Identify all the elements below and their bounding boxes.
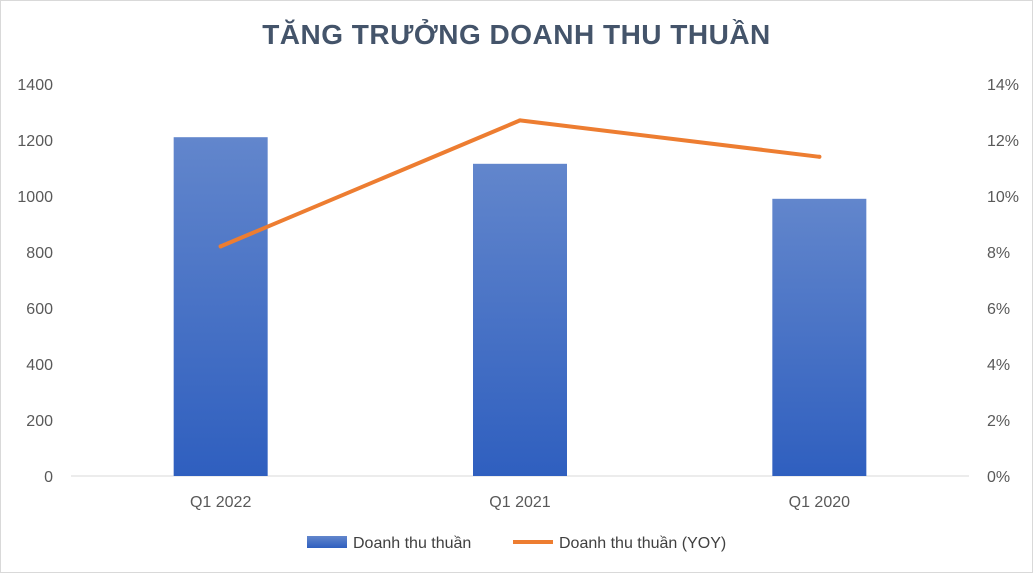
y-right-tick-label: 10% — [987, 189, 1019, 206]
legend-bar-swatch — [307, 536, 347, 548]
line-point — [218, 244, 223, 249]
y-right-tick-label: 6% — [987, 301, 1010, 318]
legend-line-label: Doanh thu thuần (YOY) — [559, 535, 726, 552]
y-right-tick-label: 12% — [987, 133, 1019, 150]
y-left-tick-label: 1200 — [17, 133, 53, 150]
line-point — [817, 154, 822, 159]
y-left-tick-label: 400 — [26, 357, 53, 374]
chart-title: TĂNG TRƯỞNG DOANH THU THUẦN — [262, 19, 771, 50]
y-left-tick-label: 1400 — [17, 77, 53, 94]
x-tick-label: Q1 2021 — [489, 494, 550, 511]
line-point — [518, 118, 522, 123]
bar — [772, 198, 867, 477]
y-right-tick-label: 14% — [987, 77, 1019, 94]
y-left-tick-label: 0 — [44, 469, 53, 486]
bar — [473, 163, 567, 477]
y-right-tick-label: 2% — [987, 413, 1010, 430]
y-right-tick-label: 0% — [987, 469, 1010, 486]
bar — [173, 137, 268, 476]
y-left-tick-label: 800 — [26, 245, 53, 262]
y-left-tick-label: 200 — [26, 413, 53, 430]
y-left-tick-label: 1000 — [17, 189, 53, 206]
x-tick-label: Q1 2022 — [190, 494, 251, 511]
y-left-tick-label: 600 — [26, 301, 53, 318]
x-tick-label: Q1 2020 — [789, 494, 850, 511]
y-right-tick-label: 8% — [987, 245, 1010, 262]
legend-bar-label: Doanh thu thuần — [353, 535, 471, 552]
y-right-tick-label: 4% — [987, 357, 1010, 374]
